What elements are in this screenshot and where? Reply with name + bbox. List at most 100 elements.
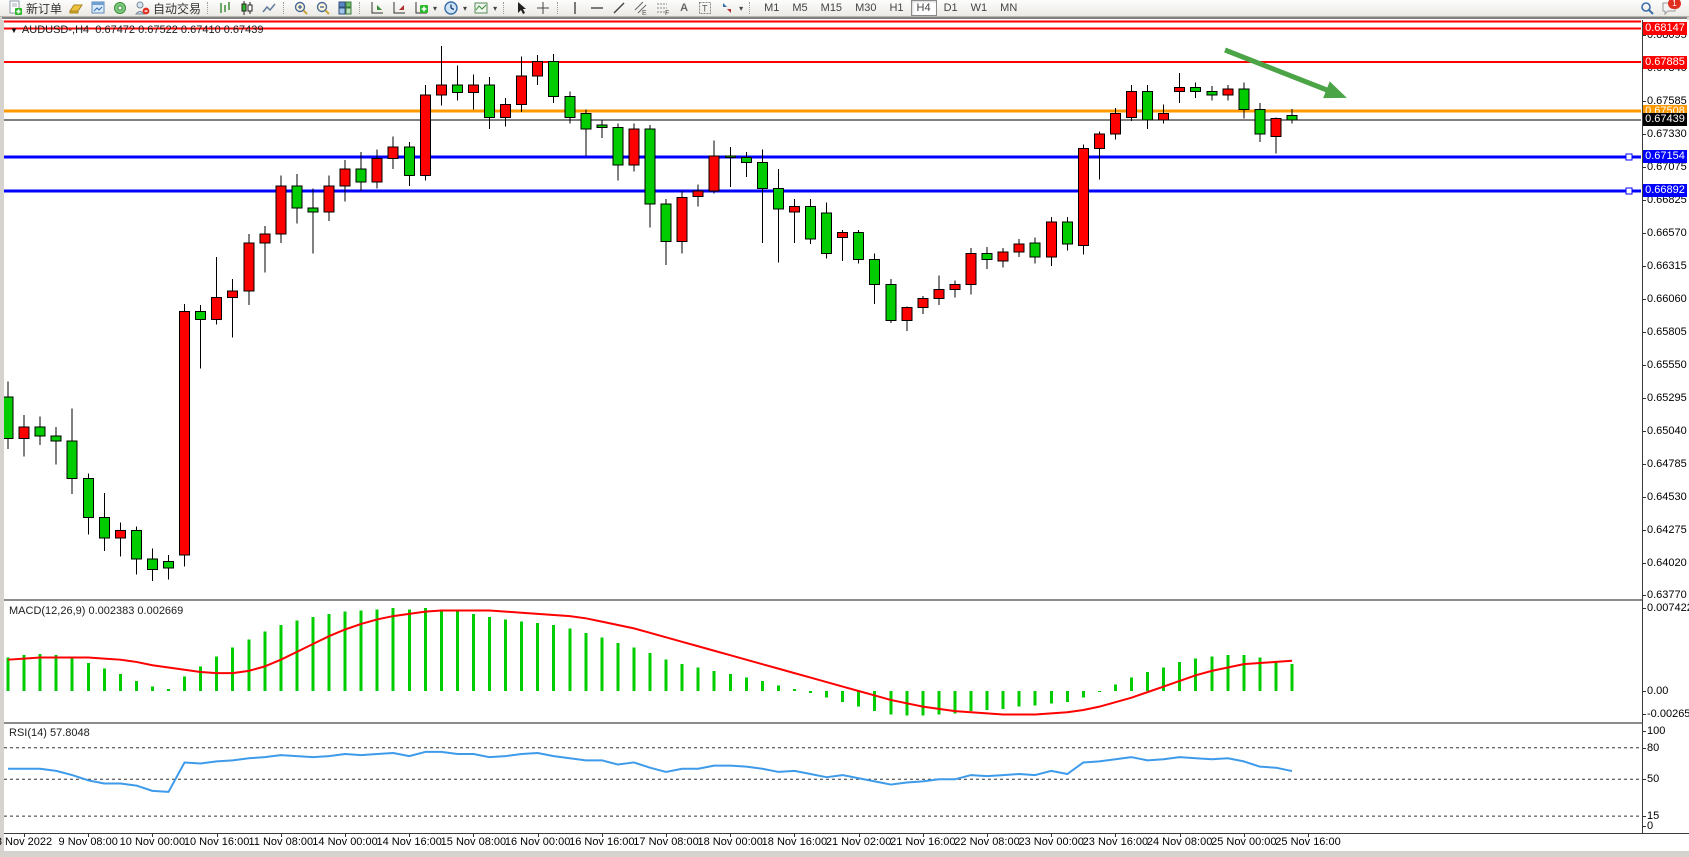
timeframe-button-m1[interactable]: M1 (764, 2, 780, 14)
indicator-list-button[interactable] (388, 0, 410, 16)
candlestick-mode-button[interactable] (236, 0, 258, 16)
zoom-in-icon (293, 0, 309, 16)
axis-tick (1642, 607, 1646, 609)
indicator-list-icon (391, 0, 407, 16)
axis-tick (1642, 265, 1646, 267)
templates-button[interactable]: ▾ (470, 0, 500, 16)
axis-tick (1642, 496, 1646, 498)
price-tick-label: 0.64785 (1647, 457, 1687, 470)
axis-tick (1642, 331, 1646, 333)
cursor-arrow-icon (513, 0, 529, 16)
candles-layer (4, 46, 1298, 581)
axis-tick (666, 833, 667, 837)
zoom-out-button[interactable] (312, 0, 334, 16)
timeframe-button-m5[interactable]: M5 (792, 2, 808, 14)
axis-tick (858, 833, 860, 837)
add-indicator-button[interactable]: ▾ (410, 0, 440, 16)
crosshair-tool-button[interactable] (532, 0, 554, 16)
axis-tick (1243, 833, 1245, 837)
axis-tick (1642, 463, 1646, 465)
time-tick-label: 15 Nov 08:00 (440, 836, 507, 848)
price-tick-label: 0.64530 (1647, 490, 1687, 503)
time-tick-label: 9 Nov 08:00 (58, 836, 118, 848)
main-toolbar: 新订单 自动交易 (0, 0, 1689, 17)
axis-tick (216, 833, 218, 837)
new-order-button[interactable]: 新订单 (4, 0, 65, 16)
indicator-window-button[interactable] (366, 0, 388, 16)
rsi-tick-label: 100 (1647, 725, 1666, 737)
chevron-down-icon: ▾ (463, 3, 468, 13)
macd-histogram (6, 608, 1294, 716)
rsi-tick-label: 0 (1647, 820, 1654, 832)
macd-canvas[interactable] (4, 601, 1641, 722)
new-chart-button[interactable] (87, 0, 109, 16)
mql5-gold-button[interactable] (65, 0, 87, 16)
axis-tick (409, 833, 411, 837)
line-chart-icon (261, 0, 277, 16)
horizontal-line-tool-button[interactable] (586, 0, 608, 16)
line-chart-mode-button[interactable] (258, 0, 280, 16)
signal-broadcast-icon (112, 0, 128, 16)
text-label-tool-button[interactable]: T (694, 0, 716, 16)
price-tick-label: 0.67585 (1647, 95, 1687, 108)
chevron-down-icon: ▾ (433, 3, 438, 13)
hlines-layer[interactable] (4, 20, 1641, 195)
tile-windows-button[interactable] (334, 0, 356, 16)
timeframe-button-h1[interactable]: H1 (889, 2, 904, 14)
zoom-in-button[interactable] (290, 0, 312, 16)
bar-chart-mode-button[interactable] (214, 0, 236, 16)
auto-trading-icon (134, 0, 150, 16)
toolbar-separator (749, 2, 753, 14)
time-tick-label: 16 Nov 00:00 (504, 836, 571, 848)
axis-tick (1642, 691, 1646, 692)
price-line-badge: 0.67154 (1643, 150, 1687, 164)
arrow-objects-icon (719, 0, 735, 16)
axis-tick (1179, 833, 1181, 837)
time-tick-label: 18 Nov 00:00 (697, 836, 763, 848)
timeframe-button-m15[interactable]: M15 (820, 2, 843, 14)
svg-text:E: E (642, 10, 647, 16)
vertical-line-icon (567, 0, 583, 16)
fibonacci-tool-button[interactable]: F (652, 0, 674, 17)
horizontal-line-icon (589, 0, 605, 16)
macd-label: MACD(12,26,9) 0.002383 0.002669 (9, 605, 184, 617)
search-icon[interactable] (1639, 0, 1655, 16)
axis-tick (1642, 397, 1646, 399)
trendline-tool-button[interactable] (608, 0, 630, 16)
price-tick-label: 0.66315 (1647, 259, 1687, 272)
time-tick-label: 23 Nov 00:00 (1018, 836, 1084, 848)
time-tick-label: 14 Nov 16:00 (376, 836, 442, 848)
annotation-arrow[interactable] (1224, 47, 1347, 99)
ohlc-values: 0.67472 0.67522 0.67410 0.67439 (95, 24, 264, 36)
collapse-triangle-icon[interactable]: ▼ (10, 26, 18, 35)
candlestick-chart-icon (239, 0, 255, 16)
timeframe-button-mn[interactable]: MN (1000, 2, 1018, 14)
rsi-canvas[interactable] (4, 724, 1641, 833)
time-axis[interactable] (4, 833, 1689, 851)
cursor-tool-button[interactable] (510, 0, 532, 16)
rsi-line (8, 750, 1293, 793)
channel-tool-button[interactable]: E (630, 0, 652, 17)
time-tick-label: 21 Nov 16:00 (890, 836, 956, 848)
timeframe-button-d1[interactable]: D1 (943, 2, 958, 14)
time-tick-label: 11 Nov 08:00 (248, 836, 314, 848)
arrows-tool-button[interactable]: ▾ (716, 0, 746, 16)
notifications-button[interactable]: 1 (1661, 0, 1681, 16)
vertical-line-tool-button[interactable] (564, 0, 586, 16)
auto-trading-button[interactable]: 自动交易 (131, 0, 204, 16)
axis-tick (1642, 430, 1646, 432)
signals-button[interactable] (109, 0, 131, 16)
timeframe-button-m30[interactable]: M30 (855, 2, 877, 14)
axis-tick (1642, 364, 1646, 366)
price-chart-canvas[interactable] (4, 20, 1641, 599)
periods-button[interactable]: ▾ (440, 0, 470, 16)
price-line-badge: 0.67439 (1643, 113, 1687, 127)
timeframe-button-w1[interactable]: W1 (970, 2, 988, 14)
price-tick-label: 0.65805 (1647, 325, 1687, 338)
price-chart-pane[interactable] (4, 20, 1642, 599)
price-tick-label: 0.66570 (1647, 226, 1687, 239)
text-tool-button[interactable]: A (674, 0, 694, 16)
axis-tick (1642, 35, 1646, 36)
timeframe-button-h4[interactable]: H4 (910, 0, 937, 16)
chart-title[interactable]: ▼ AUDUSD-,H4 0.67472 0.67522 0.67410 0.67… (10, 24, 264, 36)
